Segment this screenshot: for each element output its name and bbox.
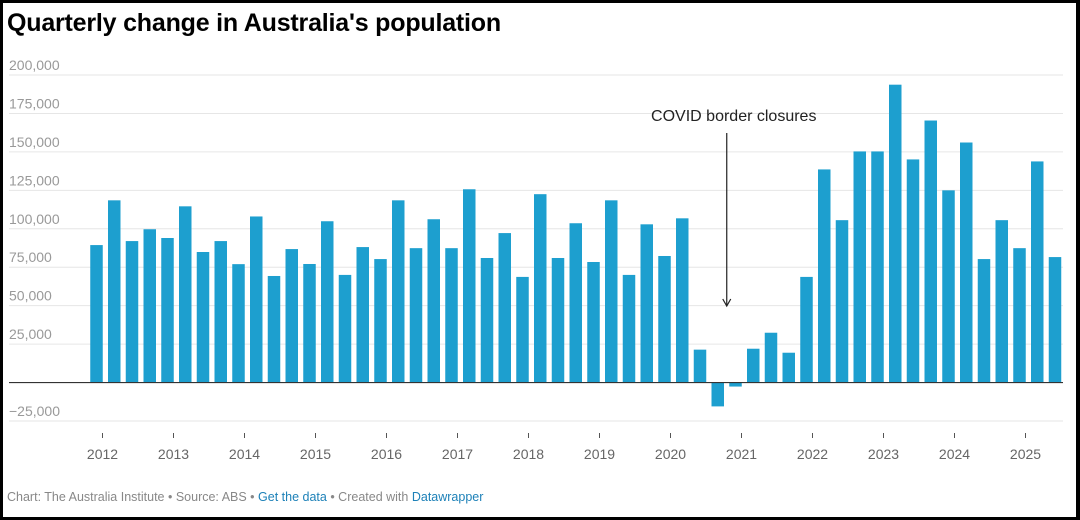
bar — [356, 247, 369, 383]
x-tick-label: 2018 — [513, 446, 544, 462]
bar — [214, 241, 227, 383]
bar — [569, 223, 582, 383]
bar — [764, 332, 778, 383]
y-tick-label: 150,000 — [9, 134, 60, 150]
bar — [498, 233, 511, 383]
bar — [534, 194, 547, 383]
x-tick-label: 2021 — [726, 446, 757, 462]
bar — [729, 382, 742, 387]
bar — [445, 248, 458, 383]
bar — [108, 200, 121, 383]
bar — [587, 261, 600, 383]
get-the-data-link[interactable]: Get the data — [258, 490, 327, 504]
footer-separator: • — [326, 490, 339, 504]
bar — [605, 200, 618, 383]
bar — [676, 218, 689, 383]
x-tick-label: 2023 — [868, 446, 899, 462]
x-axis: 2012 2013 2014 2015 2016 2017 2018 2019 2020 2021… — [87, 433, 1041, 462]
bar — [463, 189, 476, 383]
x-tick-label: 2015 — [300, 446, 331, 462]
created-with-text: Created with — [338, 490, 409, 504]
bar — [782, 352, 795, 383]
x-tick-label: 2016 — [371, 446, 402, 462]
annotations: COVID border closures — [651, 108, 816, 308]
x-tick-label: 2012 — [87, 446, 118, 462]
bar — [232, 264, 245, 383]
bar — [409, 248, 423, 383]
bar — [427, 219, 440, 383]
y-tick-label: 25,000 — [9, 326, 52, 342]
datawrapper-link[interactable]: Datawrapper — [411, 490, 484, 504]
x-tick-label: 2025 — [1010, 446, 1041, 462]
footer: Chart: The Australia Institute • Source:… — [7, 490, 483, 504]
annotation-text: COVID border closures — [651, 108, 816, 125]
footer-separator: • — [164, 490, 176, 504]
bar — [693, 349, 707, 383]
y-tick-label: 175,000 — [9, 95, 60, 111]
bar — [267, 275, 281, 383]
y-tick-label: 200,000 — [9, 57, 60, 73]
bar — [906, 159, 920, 383]
bar — [196, 251, 210, 383]
bar — [800, 276, 813, 383]
x-tick-label: 2017 — [442, 446, 473, 462]
bar — [640, 224, 653, 383]
bar — [1048, 257, 1062, 383]
bar — [143, 229, 156, 383]
bar — [321, 221, 334, 383]
x-tick-label: 2022 — [797, 446, 828, 462]
y-tick-label: 75,000 — [9, 249, 52, 265]
bar — [250, 216, 263, 383]
bar — [480, 257, 494, 383]
bar — [179, 206, 192, 383]
bar — [818, 169, 831, 383]
y-tick-label: 125,000 — [9, 172, 60, 188]
y-tick-label: 50,000 — [9, 288, 52, 304]
bar — [392, 200, 405, 383]
footer-separator: • — [246, 490, 259, 504]
bar — [977, 259, 991, 383]
x-tick-label: 2020 — [655, 446, 686, 462]
bar — [711, 382, 724, 407]
y-tick-label: 100,000 — [9, 211, 60, 227]
x-tick-label: 2014 — [229, 446, 260, 462]
bar — [1013, 248, 1026, 383]
bar — [125, 241, 139, 383]
y-tick-label: −25,000 — [9, 403, 60, 419]
bar — [995, 220, 1008, 383]
bar — [551, 257, 565, 383]
bar — [889, 84, 902, 383]
bar — [960, 142, 973, 383]
y-axis-labels: 200,000 175,000 150,000 125,000 100,000 75,00… — [9, 57, 60, 419]
bar — [835, 220, 849, 383]
bar — [853, 151, 866, 383]
bar — [658, 255, 671, 383]
bar — [924, 120, 937, 383]
bar — [1031, 161, 1044, 383]
bar — [516, 276, 529, 383]
bar — [374, 259, 387, 383]
chart-credit: Chart: The Australia Institute — [7, 490, 165, 504]
bars — [90, 84, 1062, 407]
bar — [871, 151, 884, 383]
chart-title: Quarterly change in Australia's populati… — [7, 9, 501, 37]
bar — [747, 348, 760, 383]
x-tick-label: 2013 — [158, 446, 189, 462]
bar — [338, 274, 352, 383]
bar — [90, 245, 103, 383]
bar — [161, 238, 174, 383]
bar — [942, 190, 955, 383]
bar — [285, 249, 298, 383]
bar — [622, 274, 636, 383]
source-text: Source: ABS — [175, 490, 247, 504]
x-tick-label: 2024 — [939, 446, 970, 462]
arrowhead-icon — [722, 298, 732, 308]
x-tick-label: 2019 — [584, 446, 615, 462]
bar — [303, 263, 316, 383]
